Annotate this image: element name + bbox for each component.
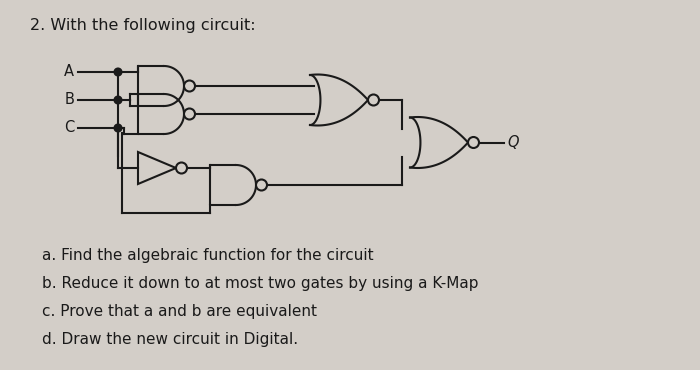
Text: C: C	[64, 121, 74, 135]
Text: B: B	[64, 92, 74, 108]
Circle shape	[115, 97, 122, 104]
Text: a. Find the algebraic function for the circuit: a. Find the algebraic function for the c…	[42, 248, 374, 263]
Text: d. Draw the new circuit in Digital.: d. Draw the new circuit in Digital.	[42, 332, 298, 347]
Circle shape	[176, 162, 187, 174]
Text: c. Prove that a and b are equivalent: c. Prove that a and b are equivalent	[42, 304, 317, 319]
Text: b. Reduce it down to at most two gates by using a K-Map: b. Reduce it down to at most two gates b…	[42, 276, 479, 291]
Text: A: A	[64, 64, 74, 80]
Circle shape	[115, 68, 122, 75]
Circle shape	[468, 137, 479, 148]
Circle shape	[184, 108, 195, 120]
Circle shape	[256, 179, 267, 191]
Circle shape	[184, 81, 195, 91]
Circle shape	[115, 124, 122, 131]
Text: 2. With the following circuit:: 2. With the following circuit:	[30, 18, 256, 33]
Circle shape	[368, 94, 379, 105]
Text: Q: Q	[507, 135, 519, 150]
